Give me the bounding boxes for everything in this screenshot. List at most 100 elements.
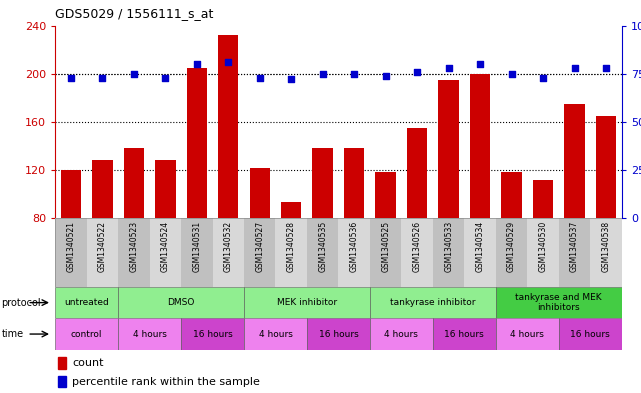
- Bar: [433, 318, 496, 350]
- Bar: [470, 73, 490, 218]
- Bar: [149, 218, 181, 287]
- Bar: [564, 104, 585, 218]
- Text: 16 hours: 16 hours: [193, 330, 233, 338]
- Bar: [595, 116, 616, 218]
- Bar: [276, 218, 307, 287]
- Text: GSM1340537: GSM1340537: [570, 221, 579, 272]
- Point: [381, 72, 391, 79]
- Bar: [218, 35, 238, 218]
- Bar: [496, 318, 559, 350]
- Bar: [55, 318, 118, 350]
- Point: [160, 74, 171, 81]
- Text: GSM1340530: GSM1340530: [538, 221, 547, 272]
- Point: [97, 74, 108, 81]
- Bar: [590, 218, 622, 287]
- Bar: [528, 218, 559, 287]
- Text: GSM1340522: GSM1340522: [98, 221, 107, 272]
- Bar: [370, 287, 496, 318]
- Point: [412, 69, 422, 75]
- Point: [601, 65, 611, 71]
- Point: [129, 70, 139, 77]
- Bar: [559, 218, 590, 287]
- Text: untreated: untreated: [64, 298, 109, 307]
- Text: 16 hours: 16 hours: [444, 330, 484, 338]
- Text: GSM1340525: GSM1340525: [381, 221, 390, 272]
- Text: 4 hours: 4 hours: [258, 330, 292, 338]
- Point: [475, 61, 485, 67]
- Text: control: control: [71, 330, 103, 338]
- Bar: [55, 218, 87, 287]
- Bar: [433, 218, 464, 287]
- Bar: [58, 376, 67, 387]
- Text: 4 hours: 4 hours: [133, 330, 167, 338]
- Text: GSM1340521: GSM1340521: [67, 221, 76, 272]
- Text: GSM1340531: GSM1340531: [192, 221, 201, 272]
- Bar: [401, 218, 433, 287]
- Bar: [438, 80, 459, 218]
- Bar: [496, 218, 528, 287]
- Point: [506, 70, 517, 77]
- Text: GSM1340538: GSM1340538: [601, 221, 610, 272]
- Bar: [155, 160, 176, 218]
- Point: [569, 65, 579, 71]
- Text: GSM1340526: GSM1340526: [413, 221, 422, 272]
- Point: [444, 65, 454, 71]
- Bar: [118, 218, 149, 287]
- Bar: [370, 218, 401, 287]
- Point: [66, 74, 76, 81]
- Text: percentile rank within the sample: percentile rank within the sample: [72, 376, 260, 387]
- Text: GSM1340533: GSM1340533: [444, 221, 453, 272]
- Point: [192, 61, 202, 67]
- Bar: [55, 287, 118, 318]
- Text: GSM1340536: GSM1340536: [350, 221, 359, 272]
- Bar: [559, 318, 622, 350]
- Bar: [501, 173, 522, 218]
- Text: DMSO: DMSO: [167, 298, 195, 307]
- Bar: [244, 287, 370, 318]
- Bar: [464, 218, 496, 287]
- Bar: [181, 318, 244, 350]
- Bar: [58, 357, 67, 369]
- Bar: [213, 218, 244, 287]
- Text: tankyrase and MEK
inhibitors: tankyrase and MEK inhibitors: [515, 293, 602, 312]
- Text: GSM1340524: GSM1340524: [161, 221, 170, 272]
- Text: 16 hours: 16 hours: [319, 330, 358, 338]
- Text: 4 hours: 4 hours: [510, 330, 544, 338]
- Bar: [92, 160, 113, 218]
- Bar: [376, 173, 396, 218]
- Point: [254, 74, 265, 81]
- Bar: [187, 68, 207, 218]
- Bar: [181, 218, 213, 287]
- Text: GSM1340534: GSM1340534: [476, 221, 485, 272]
- Point: [286, 76, 296, 83]
- Text: 16 hours: 16 hours: [570, 330, 610, 338]
- Bar: [87, 218, 118, 287]
- Text: GSM1340523: GSM1340523: [129, 221, 138, 272]
- Bar: [244, 318, 307, 350]
- Bar: [344, 148, 365, 218]
- Text: GSM1340527: GSM1340527: [255, 221, 264, 272]
- Text: tankyrase inhibitor: tankyrase inhibitor: [390, 298, 476, 307]
- Text: GSM1340528: GSM1340528: [287, 221, 296, 272]
- Bar: [118, 318, 181, 350]
- Bar: [124, 148, 144, 218]
- Bar: [249, 167, 270, 218]
- Text: 4 hours: 4 hours: [385, 330, 419, 338]
- Bar: [244, 218, 276, 287]
- Bar: [118, 287, 244, 318]
- Text: count: count: [72, 358, 104, 368]
- Point: [223, 59, 233, 65]
- Bar: [312, 148, 333, 218]
- Text: GSM1340529: GSM1340529: [507, 221, 516, 272]
- Bar: [307, 318, 370, 350]
- Text: GDS5029 / 1556111_s_at: GDS5029 / 1556111_s_at: [55, 7, 213, 20]
- Text: GSM1340532: GSM1340532: [224, 221, 233, 272]
- Point: [538, 74, 548, 81]
- Bar: [281, 202, 301, 218]
- Bar: [370, 318, 433, 350]
- Text: MEK inhibitor: MEK inhibitor: [277, 298, 337, 307]
- Bar: [496, 287, 622, 318]
- Bar: [307, 218, 338, 287]
- Bar: [407, 128, 428, 218]
- Point: [317, 70, 328, 77]
